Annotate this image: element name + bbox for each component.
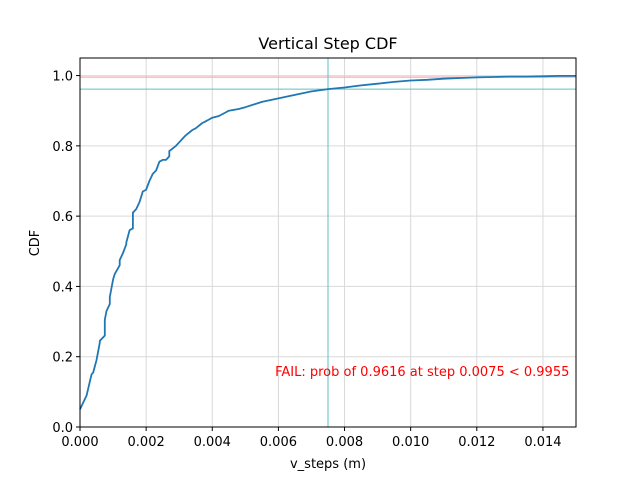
x-ticks: 0.000 0.002 0.004 0.006 0.008 0.010 0.012 0.014 (61, 427, 562, 450)
y-tick-label: 0.2 (52, 351, 73, 366)
chart-title: Vertical Step CDF (258, 34, 397, 53)
y-tick-label: 0.0 (52, 421, 73, 436)
x-axis-label: v_steps (m) (290, 457, 366, 472)
y-tick-label: 0.8 (52, 140, 73, 155)
x-tick-label: 0.012 (458, 435, 495, 450)
y-axis-label: CDF (28, 230, 43, 257)
y-tick-label: 1.0 (52, 70, 73, 85)
x-tick-label: 0.002 (128, 435, 165, 450)
y-ticks: 0.0 0.2 0.4 0.6 0.8 1.0 (52, 70, 80, 436)
fail-annotation: FAIL: prob of 0.9616 at step 0.0075 < 0.… (275, 365, 569, 380)
cdf-series-line (79, 75, 576, 410)
x-tick-label: 0.006 (260, 435, 297, 450)
plot-frame (79, 57, 577, 428)
x-tick-label: 0.010 (392, 435, 429, 450)
x-tick-label: 0.014 (524, 435, 561, 450)
x-tick-label: 0.008 (326, 435, 363, 450)
y-tick-label: 0.6 (52, 210, 73, 225)
x-tick-label: 0.000 (61, 435, 98, 450)
y-tick-label: 0.4 (52, 280, 73, 295)
x-tick-label: 0.004 (194, 435, 231, 450)
